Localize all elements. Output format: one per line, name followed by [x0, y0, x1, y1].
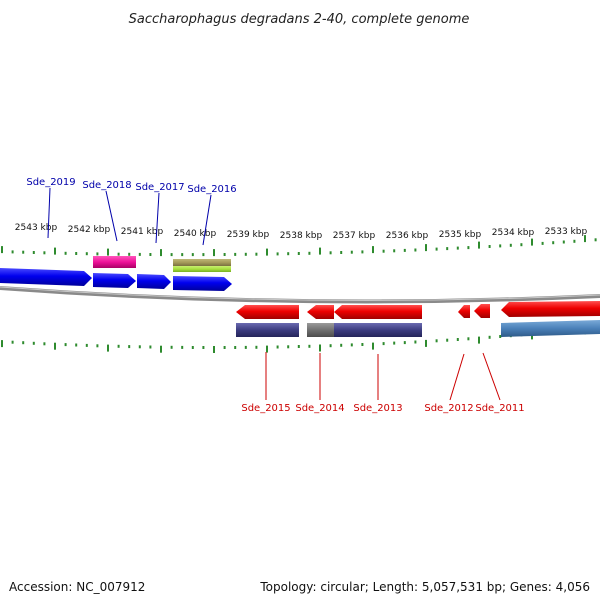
gene-arrow-reverse[interactable]: [334, 305, 422, 319]
scale-label: 2541 kbp: [121, 227, 164, 237]
gene-arrow-reverse[interactable]: [458, 305, 470, 318]
gene-arrow-reverse[interactable]: [474, 304, 490, 318]
gene-arrow-reverse[interactable]: [307, 305, 334, 319]
scale-label: 2539 kbp: [227, 230, 270, 240]
forward-strand: [0, 268, 232, 291]
scale-ticks-outer: [1, 235, 597, 257]
label-leader: [449, 353, 465, 401]
feature-bar-olive[interactable]: [173, 259, 231, 266]
gene-label-reverse[interactable]: Sde_2013: [353, 403, 402, 414]
scale-label: 2538 kbp: [280, 231, 323, 241]
gene-label-forward[interactable]: Sde_2019: [26, 177, 75, 188]
gene-label-reverse[interactable]: Sde_2015: [241, 403, 290, 414]
gene-label-reverse[interactable]: Sde_2011: [475, 403, 524, 414]
feature-bar-navy[interactable]: [236, 323, 299, 337]
feature-bar-navy[interactable]: [334, 323, 422, 337]
label-leader: [105, 190, 118, 242]
gene-arrow-reverse[interactable]: [501, 301, 600, 317]
feature-bar-magenta[interactable]: [93, 256, 136, 268]
scale-label: 2537 kbp: [333, 231, 376, 241]
label-leader: [202, 194, 212, 246]
map-title: Saccharophagus degradans 2-40, complete …: [129, 12, 470, 27]
accession-label: Accession: NC_007912: [9, 580, 146, 594]
scale-label: 2535 kbp: [439, 230, 482, 240]
gene-label-reverse[interactable]: Sde_2012: [424, 403, 473, 414]
scale-label: 2543 kbp: [15, 223, 58, 233]
gene-label-forward[interactable]: Sde_2017: [135, 182, 184, 193]
reverse-strand: [236, 301, 600, 319]
feature-bar-steelblue[interactable]: [501, 320, 600, 337]
scale-label: 2542 kbp: [68, 225, 111, 235]
label-leader: [155, 192, 160, 244]
scale-ticks-inner: [1, 326, 597, 353]
scale-label: 2534 kbp: [492, 228, 535, 238]
forward-gene-labels: Sde_2019 Sde_2018 Sde_2017 Sde_2016: [26, 177, 237, 246]
scale-label: 2533 kbp: [545, 227, 588, 237]
gene-arrow-forward[interactable]: [137, 274, 171, 289]
gene-label-forward[interactable]: Sde_2016: [187, 184, 236, 195]
scale-label: 2536 kbp: [386, 231, 429, 241]
gene-arrow-forward[interactable]: [0, 268, 92, 286]
feature-bar-lime[interactable]: [173, 266, 231, 272]
gene-label-forward[interactable]: Sde_2018: [82, 180, 131, 191]
label-leader: [47, 187, 51, 239]
gene-label-reverse[interactable]: Sde_2014: [295, 403, 344, 414]
reverse-gene-labels: Sde_2015 Sde_2014 Sde_2013 Sde_2012 Sde_…: [241, 352, 525, 414]
scale-labels: 2543 kbp 2542 kbp 2541 kbp 2540 kbp 2539…: [15, 223, 588, 241]
label-leader: [482, 352, 501, 401]
scale-label: 2540 kbp: [174, 229, 217, 239]
genome-backbone-highlight: [0, 286, 600, 301]
feature-bar-grey[interactable]: [307, 323, 334, 337]
gene-arrow-reverse[interactable]: [236, 305, 299, 319]
genome-backbone: [0, 286, 600, 304]
genome-summary: Topology: circular; Length: 5,057,531 bp…: [260, 580, 590, 594]
gene-arrow-forward[interactable]: [93, 273, 136, 288]
gene-arrow-forward[interactable]: [173, 276, 232, 291]
